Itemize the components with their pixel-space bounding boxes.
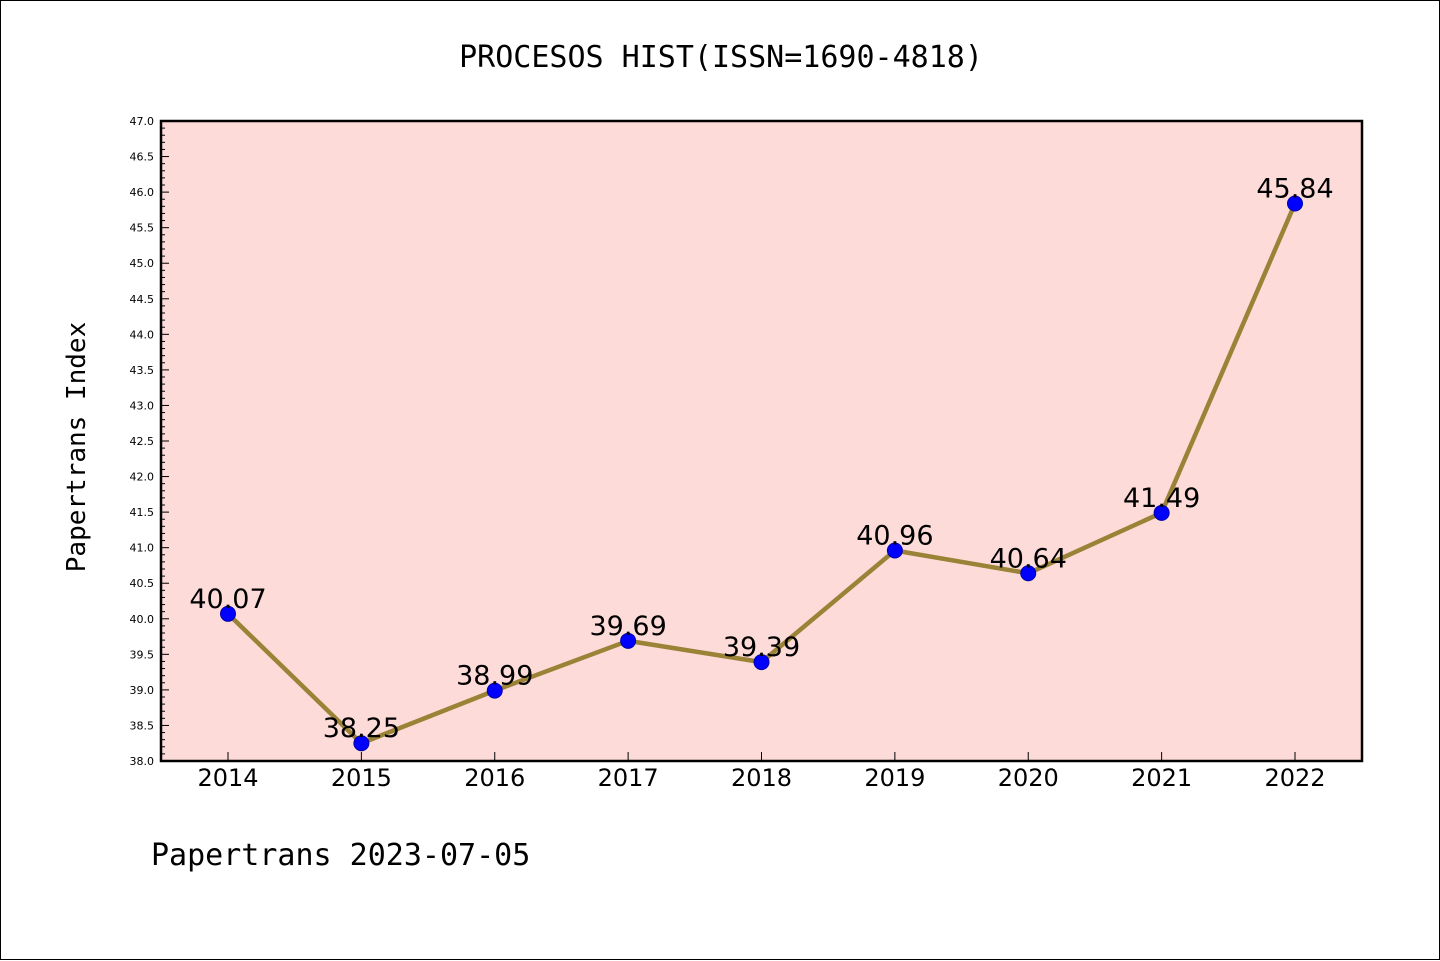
x-tick-label: 2022 bbox=[1264, 764, 1325, 792]
y-tick-label: 43.5 bbox=[130, 364, 155, 377]
data-label: 39.39 bbox=[723, 632, 800, 663]
x-tick-label: 2017 bbox=[598, 764, 659, 792]
data-point bbox=[753, 654, 770, 671]
y-tick-label: 41.5 bbox=[130, 506, 155, 519]
y-tick-label: 39.5 bbox=[130, 648, 155, 661]
data-point bbox=[353, 735, 370, 752]
y-tick-label: 46.5 bbox=[130, 151, 155, 164]
footer-text: Papertrans 2023-07-05 bbox=[151, 838, 530, 873]
y-tick-label: 40.0 bbox=[130, 613, 155, 626]
data-labels: 40.07 38.25 38.99 39.69 39.39 40.96 40.64 41.49… bbox=[189, 173, 1333, 744]
x-tick-label: 2016 bbox=[464, 764, 525, 792]
y-axis-label: Papertrans Index bbox=[62, 322, 92, 572]
y-tick-label: 42.0 bbox=[130, 471, 155, 484]
data-point bbox=[1020, 565, 1037, 582]
y-tick-label: 45.0 bbox=[130, 257, 155, 270]
y-tick-label: 38.0 bbox=[130, 755, 155, 768]
data-point bbox=[1153, 504, 1170, 521]
x-tick-label: 2019 bbox=[864, 764, 925, 792]
data-label: 41.49 bbox=[1123, 483, 1200, 514]
y-tick-label: 38.5 bbox=[130, 719, 155, 732]
data-label: 40.64 bbox=[990, 543, 1067, 574]
data-point bbox=[1287, 195, 1303, 212]
data-label: 38.25 bbox=[323, 713, 400, 744]
y-tick-label: 47.0 bbox=[130, 115, 155, 128]
x-tick-label: 2015 bbox=[331, 764, 392, 792]
data-point bbox=[886, 542, 903, 559]
chart-title: PROCESOS HIST(ISSN=1690-4818) bbox=[459, 40, 983, 75]
data-label: 40.07 bbox=[189, 584, 266, 615]
x-tick-label: 2020 bbox=[998, 764, 1059, 792]
data-markers bbox=[220, 195, 1303, 752]
y-tick-label: 44.5 bbox=[130, 293, 155, 306]
data-label: 38.99 bbox=[456, 661, 533, 692]
y-tick-label: 46.0 bbox=[130, 186, 155, 199]
y-tick-label: 45.5 bbox=[130, 222, 155, 235]
data-label: 45.84 bbox=[1256, 173, 1333, 204]
y-tick-label: 43.0 bbox=[130, 399, 155, 412]
y-tick-label: 40.5 bbox=[130, 577, 155, 590]
y-tick-label: 44.0 bbox=[130, 328, 155, 341]
data-label: 39.69 bbox=[589, 611, 666, 642]
y-tick-label: 41.0 bbox=[130, 542, 155, 555]
data-point bbox=[220, 605, 236, 622]
x-tick-label: 2014 bbox=[197, 764, 258, 792]
x-tick-label: 2018 bbox=[731, 764, 792, 792]
plot-border bbox=[159, 119, 1364, 763]
data-point bbox=[620, 632, 637, 649]
y-tick-label: 42.5 bbox=[130, 435, 155, 448]
data-label: 40.96 bbox=[856, 521, 933, 552]
y-tick-label: 39.0 bbox=[130, 684, 155, 697]
data-point bbox=[486, 682, 503, 699]
x-tick-label: 2021 bbox=[1131, 764, 1192, 792]
x-axis: 2014 2015 2016 2017 2018 2019 2020 2021 2022 bbox=[197, 752, 1326, 792]
